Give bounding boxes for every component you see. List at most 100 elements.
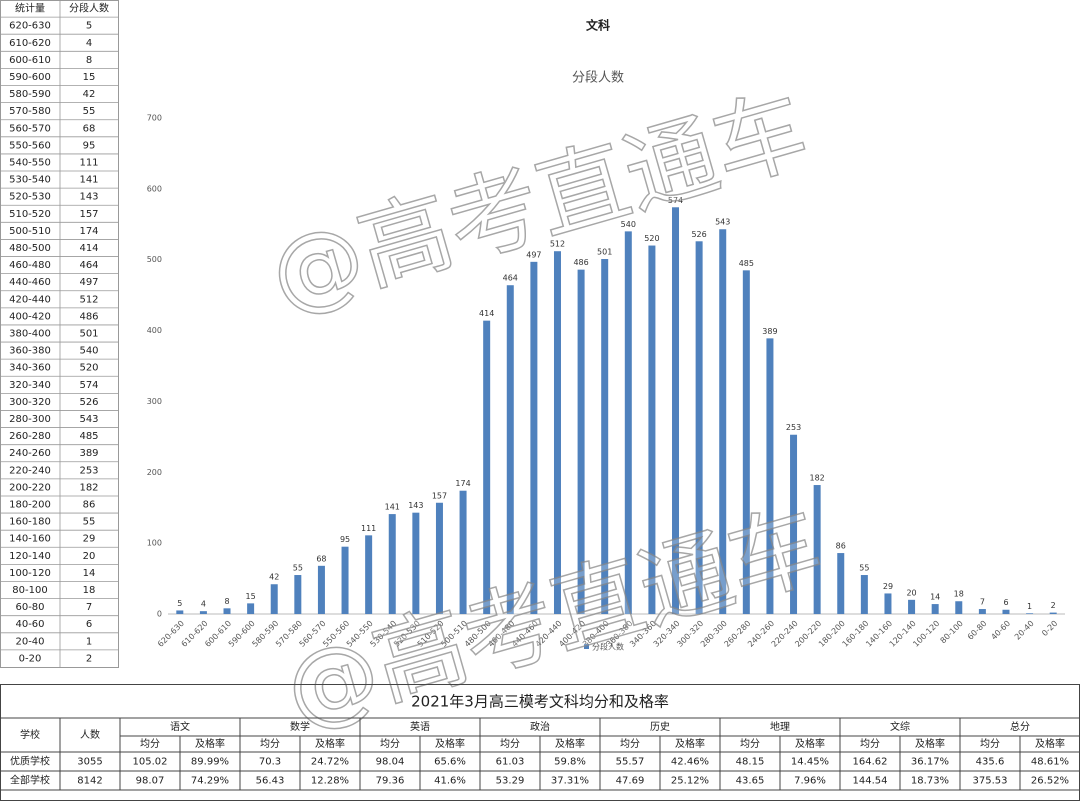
cell: 500-510 — [9, 226, 51, 237]
cell: 15 — [83, 72, 96, 83]
bar — [412, 512, 420, 614]
x-tick-label: 80-100 — [939, 619, 965, 645]
cell: 389 — [79, 448, 98, 459]
bar — [317, 565, 325, 614]
cell: 100-120 — [9, 568, 51, 579]
header-cell: 总分 — [1010, 720, 1030, 733]
bar — [223, 608, 231, 614]
bar — [908, 599, 916, 614]
cell: 65.6% — [434, 757, 466, 768]
y-tick-label: 700 — [147, 114, 162, 123]
bar — [199, 611, 207, 614]
cell: 89.99% — [191, 757, 229, 768]
legend-label: 分段人数 — [592, 642, 624, 652]
data-label: 95 — [340, 535, 350, 544]
cell: 5 — [86, 21, 92, 32]
subheader-cell: 均分 — [860, 738, 880, 750]
cell: 47.69 — [616, 776, 645, 787]
data-label: 157 — [432, 491, 447, 500]
data-label: 111 — [361, 524, 376, 533]
data-label: 520 — [644, 234, 659, 243]
bar — [860, 575, 868, 614]
cell: 56.43 — [256, 776, 285, 787]
cell: 1 — [86, 636, 92, 647]
cell: 74.29% — [191, 776, 229, 787]
cell: 79.36 — [376, 776, 405, 787]
cell: 144.54 — [853, 776, 888, 787]
bar — [176, 610, 184, 614]
cell: 620-630 — [9, 21, 51, 32]
cell: 574 — [79, 380, 98, 391]
cell: 43.65 — [736, 776, 765, 787]
cell: 18 — [83, 585, 96, 596]
cell: 40-60 — [15, 619, 44, 630]
subheader-cell: 及格率 — [315, 737, 345, 750]
cell: 435.6 — [976, 757, 1005, 768]
cell: 600-610 — [9, 55, 51, 66]
cell: 42 — [83, 89, 96, 100]
data-label: 182 — [810, 474, 825, 483]
y-tick-label: 200 — [147, 468, 162, 477]
subheader-cell: 均分 — [620, 738, 640, 750]
bar — [813, 485, 821, 614]
subheader-cell: 及格率 — [675, 737, 705, 750]
header-cell: 文综 — [890, 720, 910, 733]
x-tick-label: 40-60 — [989, 619, 1012, 642]
data-label: 540 — [621, 220, 636, 229]
cell: 510-520 — [9, 209, 51, 220]
x-tick-label: 20-40 — [1013, 619, 1036, 642]
bar — [648, 245, 656, 615]
bar — [270, 584, 278, 614]
bar — [459, 490, 467, 614]
cell: 543 — [79, 414, 98, 425]
header-cell: 英语 — [410, 720, 430, 733]
cell: 25.12% — [671, 776, 709, 787]
bar — [766, 338, 774, 614]
subheader-cell: 均分 — [380, 738, 400, 750]
table-title: 2021年3月高三模考文科均分和及格率 — [411, 693, 669, 711]
cell: 53.29 — [496, 776, 525, 787]
cell: 460-480 — [9, 260, 51, 271]
sheet-title: 文科 — [586, 18, 610, 33]
cell: 0-20 — [19, 653, 42, 664]
cell: 590-600 — [9, 72, 51, 83]
bar — [695, 241, 703, 614]
cell: 143 — [79, 192, 98, 203]
cell: 68 — [83, 123, 96, 134]
cell: 497 — [79, 277, 98, 288]
data-label: 1 — [1027, 602, 1032, 611]
cell: 41.6% — [434, 776, 466, 787]
subheader-cell: 及格率 — [555, 737, 585, 750]
cell: 20-40 — [15, 636, 44, 647]
y-tick-label: 600 — [147, 184, 162, 193]
subheader-cell: 及格率 — [795, 737, 825, 750]
y-tick-label: 100 — [147, 539, 162, 548]
data-label: 414 — [479, 309, 494, 318]
bar — [884, 593, 892, 614]
cell: 29 — [83, 534, 96, 545]
subheader-cell: 均分 — [500, 738, 520, 750]
cell: 优质学校 — [10, 755, 50, 768]
data-label: 6 — [1003, 598, 1008, 607]
y-tick-label: 500 — [147, 255, 162, 264]
cell: 111 — [79, 157, 98, 168]
cell: 180-200 — [9, 500, 51, 511]
subheader-cell: 及格率 — [915, 737, 945, 750]
data-label: 141 — [385, 503, 400, 512]
cell: 70.3 — [259, 757, 281, 768]
bar — [553, 251, 561, 614]
cell: 174 — [79, 226, 98, 237]
bar — [1026, 613, 1034, 614]
data-label: 4 — [201, 600, 206, 609]
subheader-cell: 及格率 — [195, 737, 225, 750]
cell: 105.02 — [133, 757, 168, 768]
cell: 24.72% — [311, 757, 349, 768]
data-label: 497 — [526, 250, 541, 259]
cell: 520-530 — [9, 192, 51, 203]
bar — [577, 269, 585, 614]
cell: 380-400 — [9, 329, 51, 340]
cell: 182 — [79, 482, 98, 493]
cell: 501 — [79, 329, 98, 340]
data-label: 15 — [246, 592, 256, 601]
cell: 4 — [86, 38, 92, 49]
